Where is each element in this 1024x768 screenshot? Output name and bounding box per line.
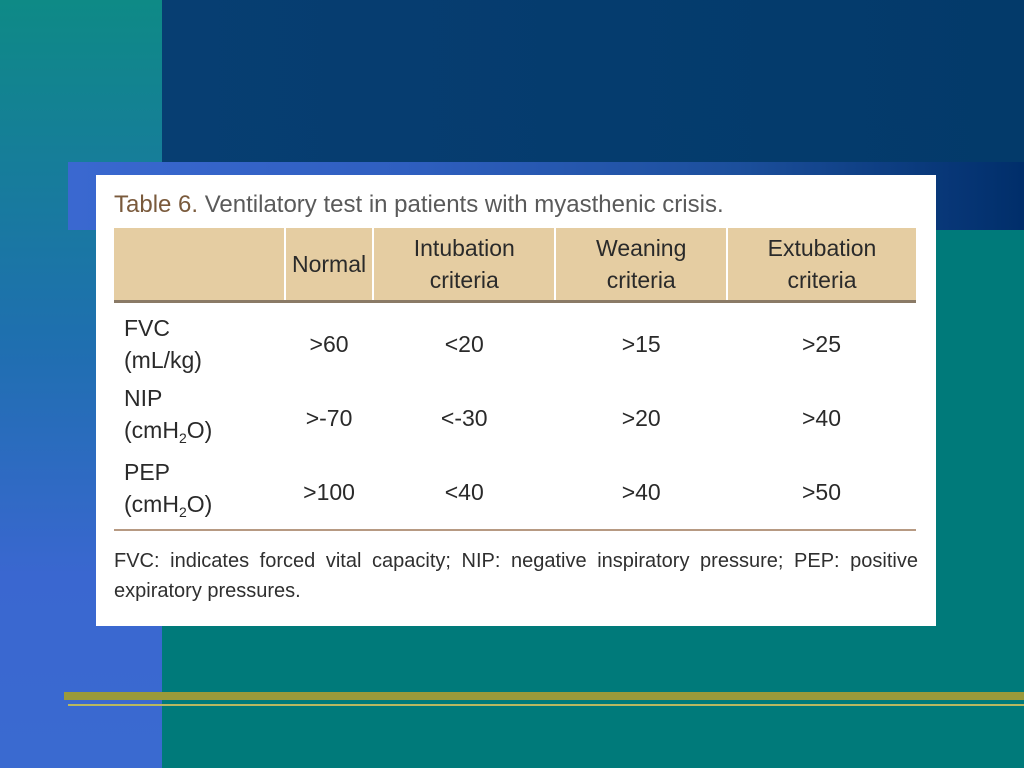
row-label: FVC (mL/kg) [114,302,285,382]
header-cell-intubation: Intubation criteria [372,228,556,302]
table-row: FVC (mL/kg) >60 <20 >15 >25 [114,302,916,382]
cell-weaning: >15 [621,330,661,357]
cell-normal: >100 [303,478,355,505]
table-row: PEP (cmH2O) >100 <40 >40 >50 [114,455,916,530]
unit-subscript: 2 [178,504,187,520]
table-caption: Table 6. Ventilatory test in patients wi… [114,191,924,219]
cell-extubation: >40 [802,404,842,431]
table-row: NIP (cmH2O) >-70 <-30 >20 >40 [114,381,916,455]
cell-extubation: >25 [802,330,842,357]
cell-normal: >60 [309,330,349,357]
cell-intubation: <-30 [440,404,488,431]
table-header-row: Normal Intubation criteria Weaning crite… [114,228,916,302]
header-cell-empty [114,228,285,302]
background-top-block [162,0,1024,162]
header-cell-normal: Normal [283,228,374,302]
caption-text: Ventilatory test in patients with myasth… [204,191,724,218]
decorative-line-thin [68,704,1024,706]
row-name: FVC [124,315,170,341]
ventilatory-table: Normal Intubation criteria Weaning crite… [114,228,916,531]
cell-weaning: >40 [621,478,661,505]
header-cell-weaning: Weaning criteria [554,228,728,302]
table-footnote: FVC: indicates forced vital capacity; NI… [114,550,918,602]
unit-subscript: 2 [178,430,187,446]
caption-label: Table 6. [114,191,199,218]
table-card: Table 6. Ventilatory test in patients wi… [96,175,936,626]
row-unit: (cmH2O) [124,491,213,520]
decorative-lines [64,692,1024,712]
row-unit: (cmH2O) [124,417,213,446]
row-label: NIP (cmH2O) [114,381,285,455]
cell-intubation: <20 [444,330,484,357]
row-label: PEP (cmH2O) [114,455,285,530]
cell-extubation: >50 [802,478,842,505]
decorative-line-thick [64,692,1024,700]
row-name: NIP [124,385,163,411]
row-unit: (mL/kg) [124,347,202,373]
cell-normal: >-70 [305,404,353,431]
header-cell-extubation: Extubation criteria [726,228,916,302]
cell-intubation: <40 [444,478,484,505]
row-name: PEP [124,459,171,485]
cell-weaning: >20 [621,404,661,431]
